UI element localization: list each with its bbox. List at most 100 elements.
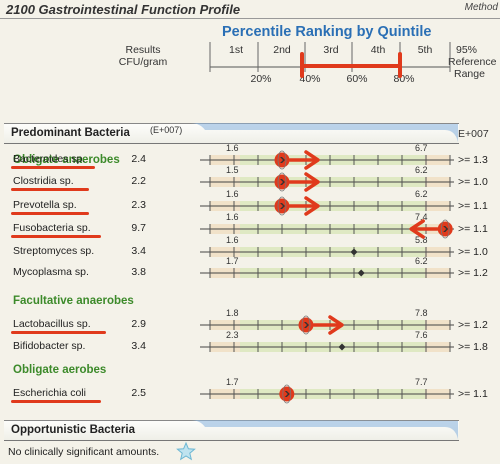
- result-circle-marker: [298, 317, 314, 333]
- reference-range: >= 1.2: [458, 267, 488, 279]
- reference-header: 95% Reference Range: [448, 44, 500, 80]
- reference-low-value: 1.8: [226, 308, 239, 318]
- group-title-obligate-aerobes: Obligate aerobes: [13, 364, 107, 376]
- reference-low-value: 1.6: [226, 189, 239, 199]
- result-diamond: [280, 157, 285, 163]
- reference-low-value: 1.6: [226, 212, 239, 222]
- quintile-4: 4th: [370, 44, 386, 56]
- percentile-40: 40%: [299, 73, 321, 85]
- bacteria-result: 2.2: [131, 175, 146, 187]
- reference-high-value: 7.4: [415, 212, 428, 222]
- result-marker-ring: [277, 196, 287, 216]
- result-diamond: [280, 203, 285, 209]
- trend-arrow-head: [304, 172, 320, 192]
- bacteria-name: Bacteroides sp.: [13, 153, 86, 165]
- predominant-bar-accent: [190, 123, 458, 142]
- result-circle-marker: [274, 174, 290, 190]
- reference-range: >= 1.1: [458, 388, 488, 400]
- bacteria-result: 2.5: [131, 387, 146, 399]
- reference-low-value: 1.6: [226, 143, 239, 153]
- result-circle-marker: [274, 152, 290, 168]
- result-diamond: [284, 391, 290, 397]
- results-unit: CFU/gram: [118, 56, 168, 68]
- reference-low-value: 1.6: [226, 235, 239, 245]
- opportunistic-bar-accent: [190, 420, 458, 439]
- trend-arrow-head: [409, 219, 425, 239]
- reference-low-value: 1.5: [226, 165, 239, 175]
- results-header: Results CFU/gram: [118, 44, 168, 68]
- percentile-60: 60%: [346, 73, 368, 85]
- header-divider: [0, 18, 500, 19]
- report-title: 2100 Gastrointestinal Function Profile: [6, 2, 241, 17]
- reference-high-value: 7.6: [415, 330, 428, 340]
- quintile-1: 1st: [228, 44, 243, 56]
- result-diamond: [280, 179, 285, 185]
- reference-high-value: 5.8: [415, 235, 428, 245]
- bacteria-result: 3.4: [131, 340, 146, 352]
- result-circle-marker: [274, 198, 290, 214]
- red-underline: [11, 331, 107, 334]
- result-marker-ring: [301, 315, 311, 335]
- result-marker-ring: [282, 384, 292, 404]
- bacteria-result: 2.9: [131, 318, 146, 330]
- reference-low-value: 1.7: [226, 377, 239, 387]
- red-underline: [11, 235, 101, 238]
- star-icon: [176, 441, 196, 461]
- result-diamond: [443, 226, 449, 232]
- result-diamond: [357, 269, 365, 277]
- percentile-title: Percentile Ranking by Quintile: [222, 24, 432, 40]
- red-underline: [11, 400, 101, 403]
- result-marker-ring: [440, 219, 450, 239]
- reference-high-value: 7.8: [415, 308, 428, 318]
- bacteria-result: 2.4: [131, 153, 146, 165]
- reference-range: >= 1.8: [458, 341, 488, 353]
- trend-arrow-head: [328, 315, 344, 335]
- reference-range: >= 1.3: [458, 154, 488, 166]
- opportunistic-title: Opportunistic Bacteria: [11, 424, 135, 436]
- bacteria-name: Clostridia sp.: [13, 175, 74, 187]
- reference-low-value: 2.3: [226, 330, 239, 340]
- reference-high-value: 6.2: [415, 165, 428, 175]
- bacteria-result: 3.4: [131, 245, 146, 257]
- method-label: Method: [464, 2, 498, 13]
- bacteria-name: Escherichia coli: [13, 387, 86, 399]
- reference-low-value: 1.7: [226, 256, 239, 266]
- quintile-5: 5th: [417, 44, 433, 56]
- bacteria-name: Fusobacteria sp.: [13, 222, 91, 234]
- result-marker-ring: [277, 150, 287, 170]
- group-title-facultative-anaerobes: Facultative anaerobes: [13, 295, 134, 307]
- ref-95: 95%: [456, 44, 478, 56]
- ref-range: Range: [454, 68, 485, 80]
- reference-range: >= 1.0: [458, 176, 488, 188]
- reference-range: >= 1.0: [458, 246, 488, 258]
- predominant-title: Predominant Bacteria: [11, 127, 130, 139]
- predominant-exponent: (E+007): [150, 125, 183, 135]
- ref-reference: Reference: [448, 56, 497, 68]
- quintile-2: 2nd: [273, 44, 291, 56]
- reference-range: >= 1.2: [458, 319, 488, 331]
- reference-high-value: 7.7: [415, 377, 428, 387]
- bacteria-name: Mycoplasma sp.: [13, 266, 89, 278]
- result-diamond: [304, 322, 309, 328]
- bacteria-result: 2.3: [131, 199, 146, 211]
- result-marker-ring: [277, 172, 287, 192]
- bacteria-name: Prevotella sp.: [13, 199, 77, 211]
- result-diamond: [338, 343, 346, 351]
- predominant-exponent-right: E+007: [458, 128, 489, 140]
- result-circle-marker: [279, 386, 295, 402]
- trend-arrow-head: [304, 150, 320, 170]
- bacteria-name: Lactobacillus sp.: [13, 318, 91, 330]
- bacteria-name: Streptomyces sp.: [13, 245, 95, 257]
- trend-arrow-head: [304, 196, 320, 216]
- reference-range: >= 1.1: [458, 200, 488, 212]
- reference-high-value: 6.2: [415, 256, 428, 266]
- bacteria-result: 3.8: [131, 266, 146, 278]
- bacteria-result: 9.7: [131, 222, 146, 234]
- result-diamond: [350, 248, 358, 256]
- quintile-3: 3rd: [323, 44, 339, 56]
- percentile-20: 20%: [250, 73, 272, 85]
- opportunistic-note: No clinically significant amounts.: [8, 446, 160, 458]
- group-title-obligate-anaerobes: Obligate anaerobes: [13, 154, 120, 166]
- result-circle-marker: [437, 221, 453, 237]
